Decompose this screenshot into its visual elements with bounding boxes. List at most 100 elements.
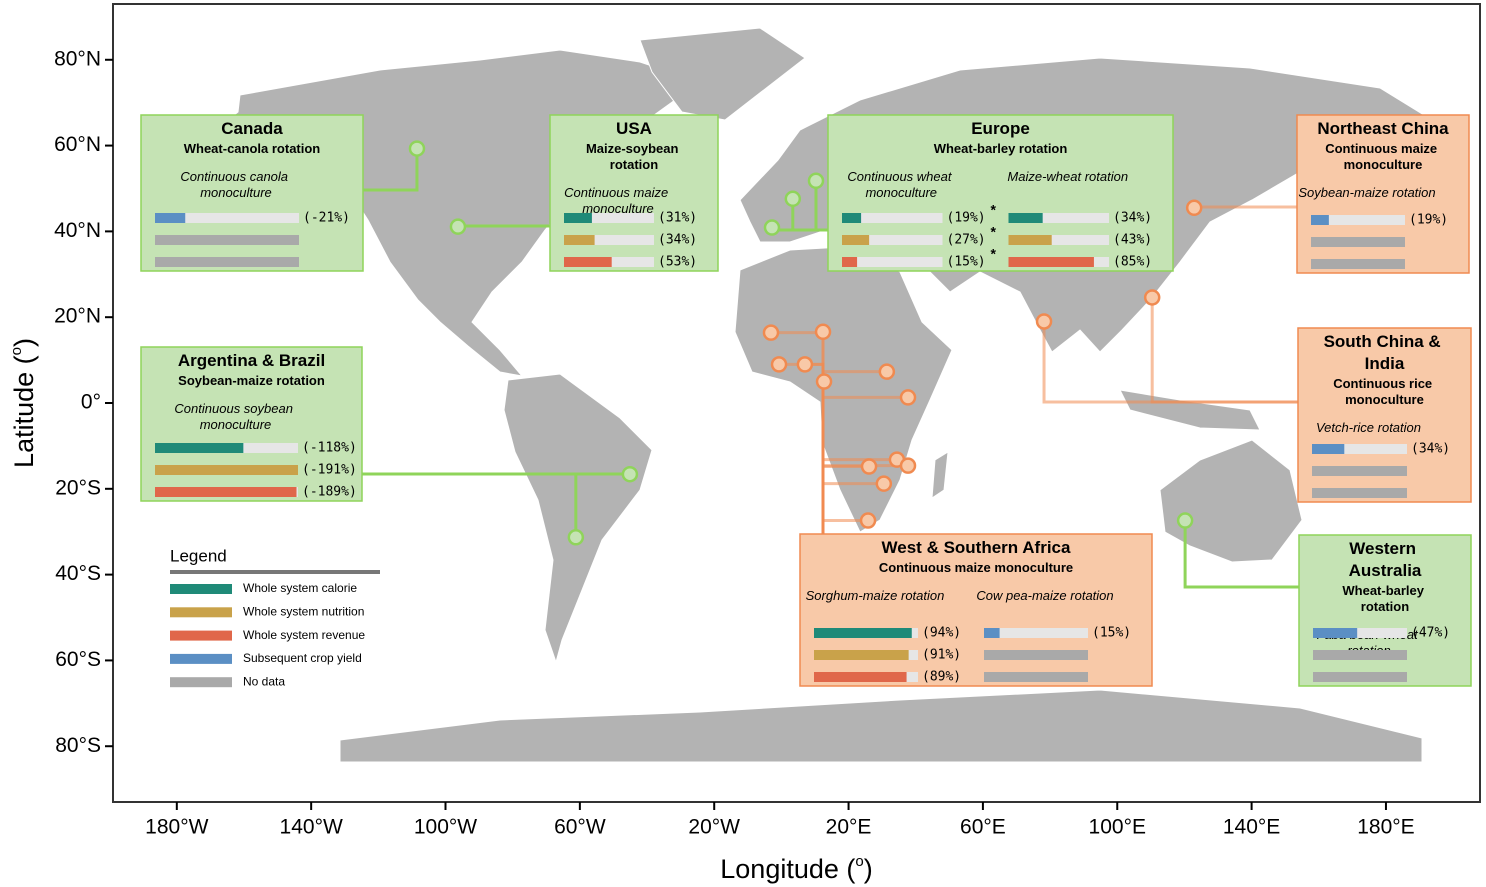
antarctica	[339, 689, 1423, 763]
bar	[1008, 213, 1043, 223]
site-marker	[875, 475, 893, 492]
bar-track	[842, 213, 943, 223]
x-tick-label: 140°E	[1223, 816, 1280, 839]
x-tick-label: 20°W	[688, 816, 740, 839]
legend-title: Legend	[170, 546, 227, 565]
region-subtitle: Wheat-barley rotation	[1342, 583, 1427, 614]
y-tick-label: 0°	[81, 391, 101, 414]
y-tick-label: 20°N	[54, 305, 101, 328]
legend-label: No data	[243, 674, 285, 688]
group-label: Continuous wheat monoculture	[847, 169, 955, 200]
no-data-bar	[1312, 488, 1407, 498]
legend-swatch	[170, 584, 232, 594]
value-label: (91%)	[922, 648, 961, 663]
legend: Legend Whole system calorie Whole system n…	[170, 546, 380, 688]
site-marker	[878, 363, 896, 380]
region-subtitle: Continuous maize monoculture	[1325, 141, 1441, 172]
connector	[1042, 321, 1298, 404]
axes: 180°W 140°W 100°W 60°W 20°W 20°E 60°E 100°E 140°…	[8, 47, 1414, 884]
significance-note: *	[991, 224, 997, 240]
value-label: (34%)	[658, 233, 697, 248]
site-marker	[807, 172, 825, 190]
group-label: Cow pea-maize rotation	[976, 588, 1113, 603]
x-tick-label: 60°E	[960, 816, 1006, 839]
bar-track	[1311, 215, 1405, 225]
no-data-bar	[1311, 259, 1405, 269]
no-data-bar	[1313, 650, 1407, 660]
bar	[984, 628, 1000, 638]
bar	[814, 628, 912, 638]
no-data-bar	[984, 650, 1088, 660]
group-label: Continuous soybean monoculture	[174, 401, 296, 432]
y-tick-label: 80°N	[54, 47, 101, 70]
bar	[564, 257, 612, 267]
site-marker	[762, 324, 780, 341]
axis-title-part: Latitude (	[9, 355, 39, 468]
site-marker	[899, 457, 917, 474]
value-label: (85%)	[1113, 255, 1152, 270]
significance-note: *	[991, 202, 997, 218]
group-label: Sorghum-maize rotation	[806, 588, 945, 603]
value-label: (53%)	[658, 255, 697, 270]
bar-track	[842, 257, 943, 267]
y-tick-label: 60°S	[55, 648, 101, 671]
value-label: (27%)	[947, 233, 986, 248]
bar	[155, 213, 186, 223]
greenland	[639, 27, 806, 121]
legend-swatch	[170, 677, 232, 688]
connector	[814, 180, 828, 232]
axis-title-part: o	[855, 853, 863, 870]
region-subtitle: Soybean-maize rotation	[178, 373, 325, 388]
bar	[564, 235, 595, 245]
x-tick-label: 20°E	[826, 816, 872, 839]
value-label: (89%)	[922, 670, 961, 685]
legend-label: Whole system revenue	[243, 628, 365, 642]
bar	[155, 465, 298, 475]
panels: Canada Wheat-canola rotation Continuous ca…	[140, 114, 1472, 687]
y-axis-title: Latitude (o)	[8, 338, 39, 468]
bar-track	[1312, 444, 1407, 454]
bar	[155, 443, 244, 453]
no-data-bar	[1312, 466, 1407, 476]
region-title: Argentina & Brazil	[178, 351, 325, 370]
bar-track	[1313, 628, 1407, 638]
axis-title-part: )	[9, 338, 39, 347]
value-label: (94%)	[922, 626, 961, 641]
value-label: (19%)	[947, 211, 986, 226]
connector	[362, 472, 578, 538]
axis-title-part: o	[8, 347, 25, 355]
significance-note: *	[991, 246, 997, 262]
value-label: (-191%)	[302, 463, 357, 478]
x-tick-label: 180°W	[145, 816, 208, 839]
madagascar	[931, 451, 949, 499]
value-label: (-21%)	[303, 211, 350, 226]
region-title: West & Southern Africa	[882, 538, 1071, 557]
connector	[363, 148, 419, 192]
bar	[814, 650, 909, 660]
region-subtitle: Continuous rice monoculture	[1333, 376, 1436, 407]
region-subtitle: Wheat-canola rotation	[184, 141, 321, 156]
region-title: Western Australia	[1349, 539, 1422, 580]
site-marker	[449, 218, 467, 235]
value-label: (34%)	[1411, 442, 1450, 457]
bar-track	[1008, 213, 1109, 223]
bar-track	[1008, 235, 1109, 245]
x-tick-label: 100°E	[1089, 816, 1146, 839]
region-title: Northeast China	[1317, 119, 1449, 138]
site-marker	[1176, 512, 1194, 529]
sites	[408, 140, 1203, 546]
no-data-bar	[155, 235, 299, 245]
x-axis-title: Longitude (o)	[720, 853, 872, 884]
region-panel	[799, 533, 1153, 687]
region-title: USA	[616, 119, 652, 138]
site-marker	[770, 356, 788, 373]
bar-track	[564, 235, 654, 245]
x-tick-label: 180°E	[1357, 816, 1414, 839]
site-marker	[814, 323, 832, 341]
value-label: (31%)	[658, 211, 697, 226]
legend-swatch	[170, 653, 232, 664]
site-marker	[408, 140, 426, 157]
no-data-bar	[1313, 672, 1407, 682]
bar	[564, 213, 592, 223]
